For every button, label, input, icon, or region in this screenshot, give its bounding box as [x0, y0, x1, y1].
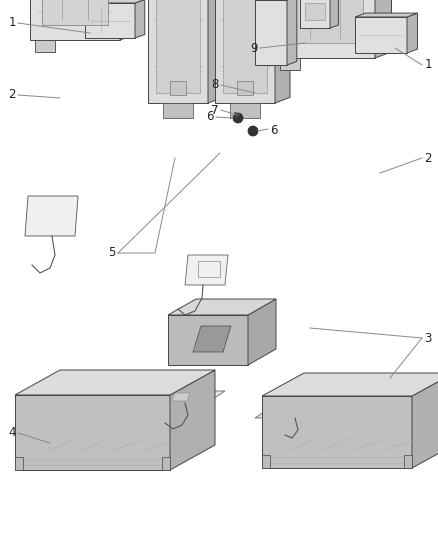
Polygon shape	[170, 81, 186, 95]
Polygon shape	[275, 408, 293, 416]
Polygon shape	[148, 0, 208, 103]
Polygon shape	[215, 0, 275, 103]
Polygon shape	[275, 0, 290, 103]
Polygon shape	[170, 370, 215, 470]
Polygon shape	[412, 373, 438, 468]
Text: 4: 4	[8, 426, 16, 440]
Polygon shape	[163, 103, 193, 118]
Polygon shape	[287, 0, 363, 43]
Text: 2: 2	[8, 88, 16, 101]
Text: 1: 1	[424, 59, 432, 71]
Polygon shape	[120, 0, 133, 40]
Polygon shape	[375, 0, 392, 58]
Polygon shape	[404, 455, 412, 468]
Polygon shape	[255, 0, 287, 65]
Polygon shape	[15, 457, 23, 470]
Polygon shape	[30, 0, 120, 40]
Polygon shape	[152, 391, 225, 403]
Text: 6: 6	[206, 110, 214, 124]
Polygon shape	[275, 0, 375, 58]
Polygon shape	[287, 0, 297, 65]
Polygon shape	[237, 81, 253, 95]
Polygon shape	[300, 0, 330, 28]
Polygon shape	[42, 0, 108, 25]
Text: 8: 8	[211, 78, 219, 92]
Polygon shape	[172, 393, 190, 401]
Polygon shape	[85, 0, 145, 3]
Bar	[198, 261, 220, 277]
Polygon shape	[330, 0, 339, 28]
Text: 2: 2	[424, 151, 432, 165]
Polygon shape	[15, 370, 215, 395]
Text: 5: 5	[108, 246, 116, 260]
Polygon shape	[280, 58, 300, 70]
Polygon shape	[208, 0, 223, 103]
Polygon shape	[15, 395, 170, 470]
Polygon shape	[262, 396, 412, 468]
Text: 1: 1	[8, 15, 16, 28]
Polygon shape	[262, 455, 270, 468]
Polygon shape	[193, 326, 231, 352]
Polygon shape	[223, 0, 267, 93]
Circle shape	[248, 126, 258, 136]
Polygon shape	[248, 299, 276, 365]
Polygon shape	[185, 255, 228, 285]
Polygon shape	[156, 0, 200, 93]
Polygon shape	[255, 406, 328, 418]
Polygon shape	[262, 373, 438, 396]
Text: 3: 3	[424, 332, 432, 344]
Polygon shape	[135, 0, 145, 38]
Polygon shape	[168, 299, 276, 315]
Text: 7: 7	[211, 103, 219, 117]
Polygon shape	[168, 315, 248, 365]
Polygon shape	[85, 3, 135, 38]
Polygon shape	[230, 103, 260, 118]
Polygon shape	[35, 40, 55, 52]
Polygon shape	[305, 3, 325, 20]
Polygon shape	[25, 196, 78, 236]
Polygon shape	[407, 13, 417, 53]
Polygon shape	[355, 13, 417, 17]
Text: 6: 6	[270, 124, 278, 136]
Polygon shape	[162, 457, 170, 470]
Circle shape	[233, 113, 243, 123]
Polygon shape	[355, 17, 407, 53]
Text: 9: 9	[250, 42, 258, 54]
